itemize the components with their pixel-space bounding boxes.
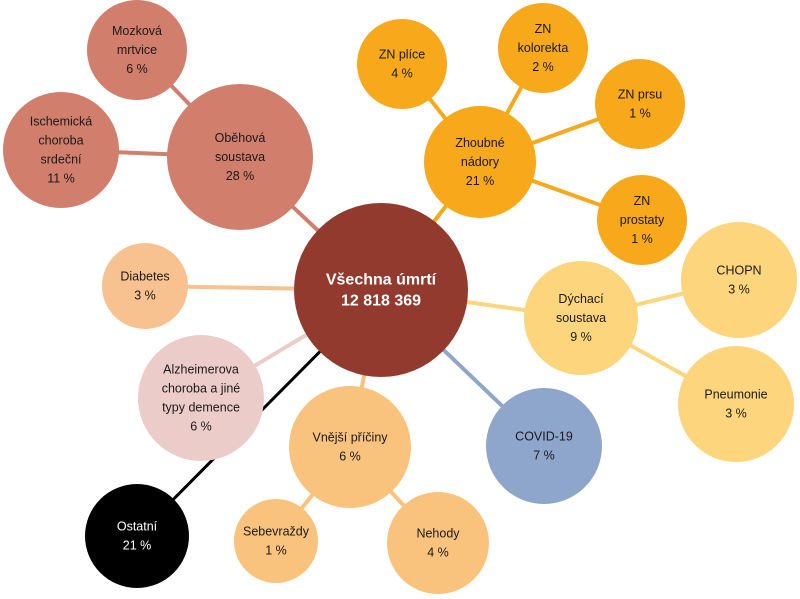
bubble-label-nehody-0: Nehody (416, 527, 460, 541)
bubble-label-zn-prsu-0: ZN prsu (618, 88, 663, 102)
bubble-nehody: Nehody 4 % (387, 492, 489, 594)
bubble-value-sebevrazdy: 1 % (265, 544, 287, 558)
bubble-label-zn-plice-0: ZN plíce (379, 48, 426, 62)
bubble-circle-zhoubne (424, 106, 536, 218)
bubble-circle-ischemicka (3, 92, 119, 208)
bubble-pneumonie: Pneumonie 3 % (678, 346, 794, 462)
bubble-label-sebevrazdy-0: Sebevraždy (243, 525, 310, 539)
bubble-circle-sebevrazdy (234, 499, 318, 583)
bubble-circle-dychaci (524, 261, 638, 375)
bubble-value-zn-kolorekta: 2 % (532, 60, 554, 74)
bubble-circle-zn-kolorekta (498, 3, 588, 93)
bubble-label-alzheimer-0: Alzheimerova (163, 363, 239, 377)
bubble-value-vnejsi: 6 % (339, 450, 361, 464)
bubble-mozkova: Mozková mrtvice 6 % (87, 0, 187, 100)
bubble-label-zn-prostaty-1: prostaty (620, 213, 665, 227)
bubble-circle-zn-plice (357, 19, 447, 109)
bubble-circle-pneumonie (678, 346, 794, 462)
bubble-value-ischemicka: 11 % (47, 172, 75, 186)
bubble-center: Všechna úmrtí 12 818 369 (294, 203, 468, 377)
bubble-circle-alzheimer (138, 335, 264, 461)
bubble-label-alzheimer-1: choroba a jiné (162, 382, 241, 396)
bubble-value-zhoubne: 21 % (466, 174, 495, 188)
bubble-label-center-0: Všechna úmrtí (326, 272, 437, 289)
bubble-circle-mozkova (87, 0, 187, 100)
bubble-dychaci: Dýchací soustava 9 % (524, 261, 638, 375)
bubble-zn-prsu: ZN prsu 1 % (595, 59, 685, 149)
bubble-sebevrazdy: Sebevraždy 1 % (234, 499, 318, 583)
bubble-value-nehody: 4 % (427, 546, 449, 560)
bubble-label-ischemicka-1: choroba (38, 134, 83, 148)
bubble-diabetes: Diabetes 3 % (102, 243, 188, 329)
bubble-label-pneumonie-0: Pneumonie (704, 388, 767, 402)
bubble-value-chopn: 3 % (728, 283, 750, 297)
bubble-ischemicka: Ischemická choroba srdeční 11 % (3, 92, 119, 208)
bubble-label-dychaci-1: soustava (556, 311, 606, 325)
bubble-value-obehova: 28 % (226, 169, 255, 183)
bubble-value-zn-prsu: 1 % (629, 107, 651, 121)
bubble-value-diabetes: 3 % (134, 289, 156, 303)
bubble-covid: COVID-19 7 % (486, 388, 602, 504)
bubble-vnejsi: Vnější příčiny 6 % (289, 386, 411, 508)
bubble-label-mozkova-0: Mozková (112, 24, 162, 38)
bubble-label-ischemicka-2: srdeční (41, 153, 83, 167)
bubble-zn-kolorekta: ZN kolorekta 2 % (498, 3, 588, 93)
bubble-label-dychaci-0: Dýchací (558, 292, 604, 306)
bubble-value-dychaci: 9 % (570, 330, 592, 344)
bubble-label-zhoubne-0: Zhoubné (455, 136, 504, 150)
bubble-label-vnejsi-0: Vnější příčiny (312, 431, 388, 445)
bubble-label-ostatni-0: Ostatní (117, 520, 158, 534)
bubble-circle-nehody (387, 492, 489, 594)
bubble-circle-covid (486, 388, 602, 504)
bubble-circle-zn-prostaty (597, 175, 687, 265)
bubble-alzheimer: Alzheimerova choroba a jiné typy demence 6 … (138, 335, 264, 461)
bubble-circle-diabetes (102, 243, 188, 329)
bubble-circle-chopn (681, 222, 797, 338)
bubble-circle-center (294, 203, 468, 377)
bubble-label-mozkova-1: mrtvice (117, 43, 157, 57)
bubble-circle-zn-prsu (595, 59, 685, 149)
bubble-value-pneumonie: 3 % (725, 407, 747, 421)
bubble-value-ostatni: 21 % (123, 539, 152, 553)
bubble-ostatni: Ostatní 21 % (85, 484, 189, 588)
bubble-label-alzheimer-2: typy demence (162, 401, 240, 415)
bubble-obehova: Oběhová soustava 28 % (167, 84, 313, 230)
bubble-label-chopn-0: CHOPN (716, 264, 761, 278)
bubble-label-center-1: 12 818 369 (341, 293, 421, 310)
bubble-value-mozkova: 6 % (126, 62, 148, 76)
bubble-value-zn-plice: 4 % (391, 67, 413, 81)
bubble-label-zn-kolorekta-1: kolorekta (518, 41, 569, 55)
bubble-value-covid: 7 % (533, 449, 555, 463)
bubble-label-diabetes-0: Diabetes (120, 270, 169, 284)
bubble-label-zn-prostaty-0: ZN (634, 194, 651, 208)
bubble-zhoubne: Zhoubné nádory 21 % (424, 106, 536, 218)
bubble-circle-vnejsi (289, 386, 411, 508)
bubble-zn-prostaty: ZN prostaty 1 % (597, 175, 687, 265)
bubble-value-alzheimer: 6 % (190, 420, 212, 434)
bubble-label-obehova-1: soustava (215, 150, 265, 164)
bubble-circle-obehova (167, 84, 313, 230)
bubble-label-obehova-0: Oběhová (215, 131, 266, 145)
bubble-label-covid-0: COVID-19 (515, 430, 573, 444)
bubble-chopn: CHOPN 3 % (681, 222, 797, 338)
bubble-value-zn-prostaty: 1 % (631, 232, 653, 246)
bubble-zn-plice: ZN plíce 4 % (357, 19, 447, 109)
bubble-circle-ostatni (85, 484, 189, 588)
bubble-label-ischemicka-0: Ischemická (30, 115, 93, 129)
bubble-label-zhoubne-1: nádory (461, 155, 500, 169)
bubble-label-zn-kolorekta-0: ZN (535, 22, 552, 36)
